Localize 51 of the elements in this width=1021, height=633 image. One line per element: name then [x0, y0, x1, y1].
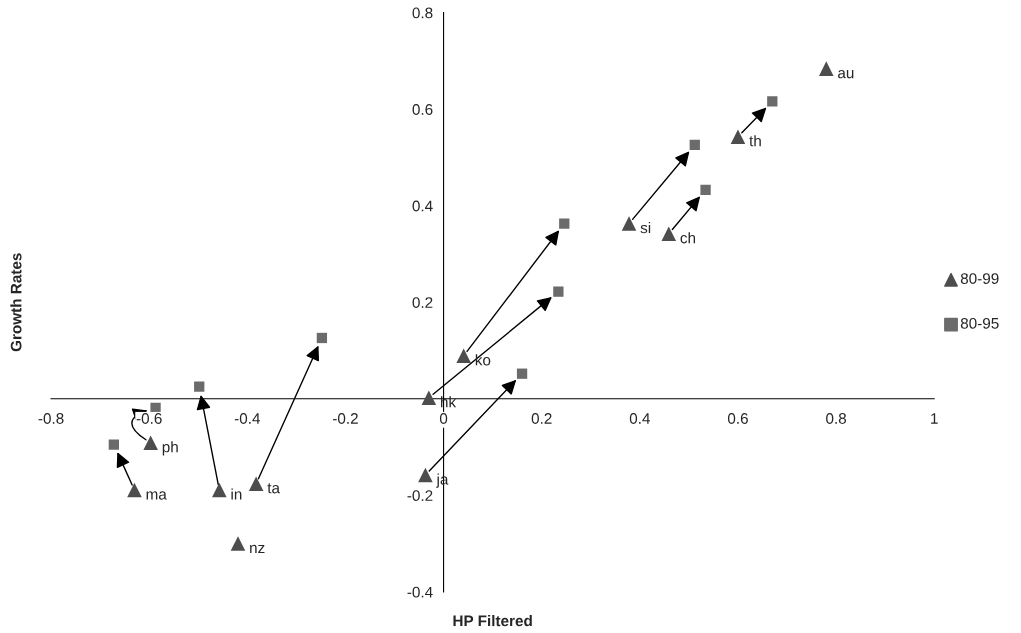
- legend-label: 80-95: [960, 317, 999, 329]
- point: [418, 467, 433, 483]
- point: [689, 139, 700, 151]
- point: [108, 439, 119, 450]
- annotation: in: [231, 488, 242, 500]
- x-tick-label: -0.4: [234, 413, 261, 424]
- point: [818, 61, 834, 76]
- x-tick-label: 1: [931, 413, 938, 424]
- annotation: th: [749, 135, 761, 147]
- x-tick-label: 0: [439, 413, 448, 424]
- annotation: ma: [146, 491, 167, 500]
- point: [421, 390, 437, 406]
- legend-label: 80-99: [960, 273, 999, 284]
- point: [230, 536, 246, 551]
- annotation: ta: [267, 483, 280, 494]
- point: [316, 332, 328, 344]
- y-tick-label: -0.4: [407, 586, 433, 598]
- y-axis-title: Growth Rates: [10, 253, 22, 352]
- point: [553, 286, 564, 297]
- annotation: si: [640, 222, 651, 234]
- point: [456, 348, 471, 364]
- y-tick-label: 0.6: [412, 104, 433, 115]
- point: [516, 368, 528, 379]
- y-tick-label: 0.8: [412, 7, 433, 19]
- y-tick-label: 0.4: [412, 200, 433, 212]
- annotation: ko: [475, 354, 491, 366]
- point: [127, 482, 142, 498]
- point: [767, 96, 778, 107]
- point: [730, 129, 746, 144]
- point: [700, 184, 711, 195]
- point: [194, 381, 205, 392]
- annotation: au: [838, 69, 854, 79]
- y-tick-label: -0.2: [407, 490, 433, 502]
- x-axis-title: HP Filtered: [453, 615, 532, 627]
- point: [212, 482, 227, 498]
- x-tick-label: -0.2: [332, 413, 358, 424]
- annotation: nz: [250, 544, 265, 554]
- point: [248, 476, 264, 492]
- x-tick-label: 0.8: [826, 413, 847, 424]
- y-tick-label: 0.2: [412, 297, 433, 308]
- annotation: ch: [680, 232, 696, 244]
- point: [559, 218, 570, 229]
- x-tick-label: -0.8: [38, 413, 64, 424]
- x-tick-label: 0.6: [727, 413, 748, 424]
- x-tick-label: -0.6: [136, 413, 162, 424]
- x-tick-label: 0.4: [629, 413, 650, 424]
- point: [661, 226, 677, 241]
- point: [143, 435, 158, 450]
- x-tick-label: 0.2: [531, 413, 552, 424]
- point: [621, 216, 637, 231]
- annotation: ph: [162, 441, 178, 456]
